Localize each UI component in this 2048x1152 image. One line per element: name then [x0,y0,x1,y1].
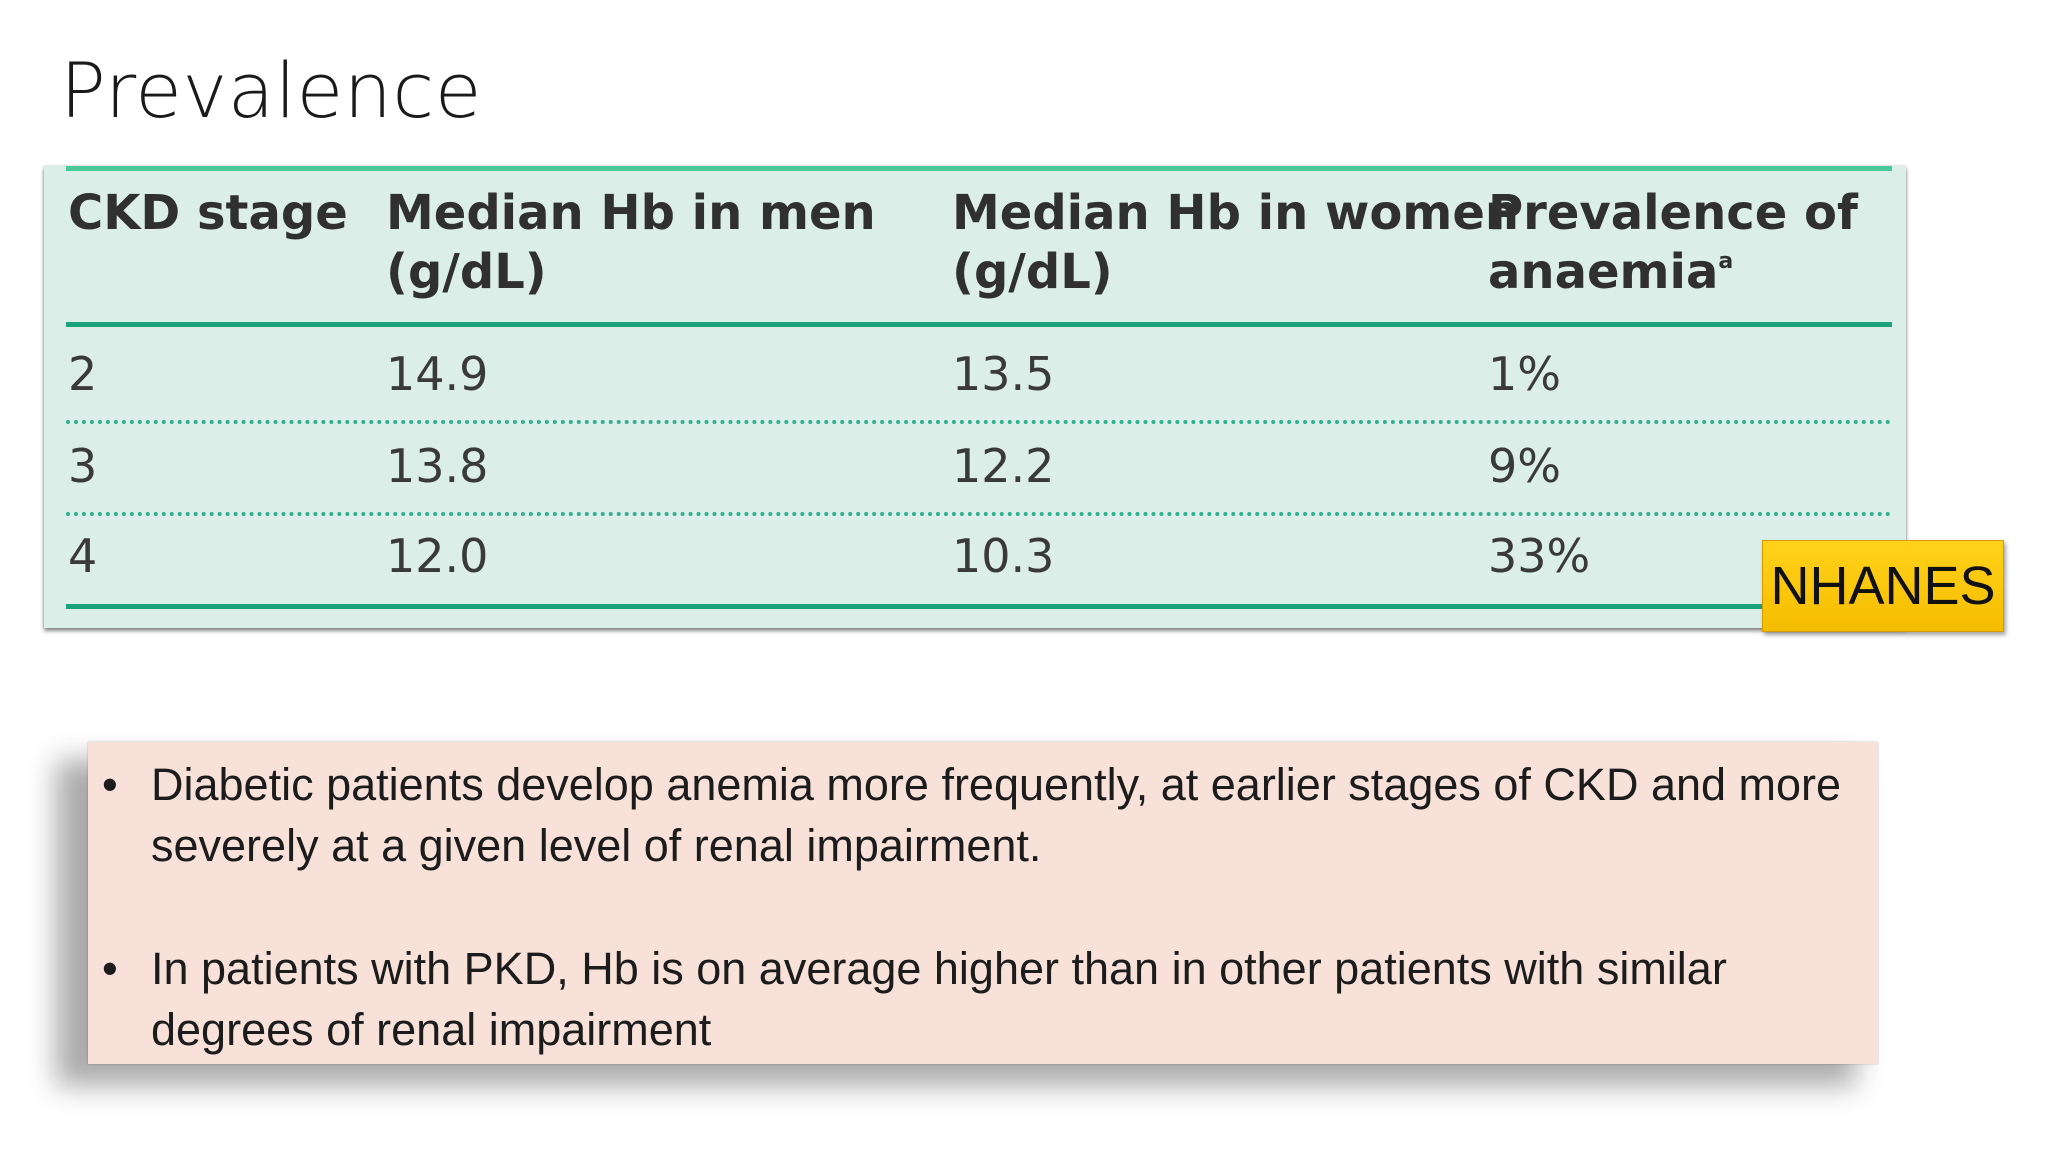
bullet-item: • Diabetic patients develop anemia more … [88,754,1848,876]
table-cell: 10.3 [952,529,1055,583]
table-bottom-rule [66,604,1892,609]
table-cell: 3 [68,439,98,493]
footnote-marker: a [1718,248,1734,274]
table-cell: 14.9 [386,347,489,401]
nhanes-source-badge: NHANES [1762,540,2004,632]
notes-box: • Diabetic patients develop anemia more … [88,742,1878,1064]
table-cell: 33% [1488,529,1591,583]
header-ckd-stage: CKD stage [68,185,348,241]
bullet-dot: • [102,943,118,994]
bullet-text: Diabetic patients develop anemia more fr… [151,759,1842,871]
row-divider [66,512,1892,516]
bullet-text: In patients with PKD, Hb is on average h… [151,943,1727,1055]
row-divider [66,420,1892,424]
header-median-hb-men: Median Hb in men (g/dL) [386,185,876,300]
table-cell: 12.0 [386,529,489,583]
table-cell: 13.8 [386,439,489,493]
table-header-rule [66,322,1892,327]
header-median-hb-women: Median Hb in women (g/dL) [952,185,1520,300]
slide-title: Prevalence [60,46,482,135]
bullet-item: • In patients with PKD, Hb is on average… [88,938,1848,1060]
table-top-rule [66,166,1892,171]
header-prevalence-anaemia: Prevalence of anaemiaa [1488,185,1858,300]
table-cell: 2 [68,347,98,401]
ckd-anemia-table: CKD stage Median Hb in men (g/dL) Median… [44,166,1906,628]
bullet-dot: • [102,759,118,810]
table-cell: 9% [1488,439,1561,493]
table-cell: 13.5 [952,347,1055,401]
table-cell: 4 [68,529,98,583]
table-cell: 12.2 [952,439,1055,493]
table-cell: 1% [1488,347,1561,401]
